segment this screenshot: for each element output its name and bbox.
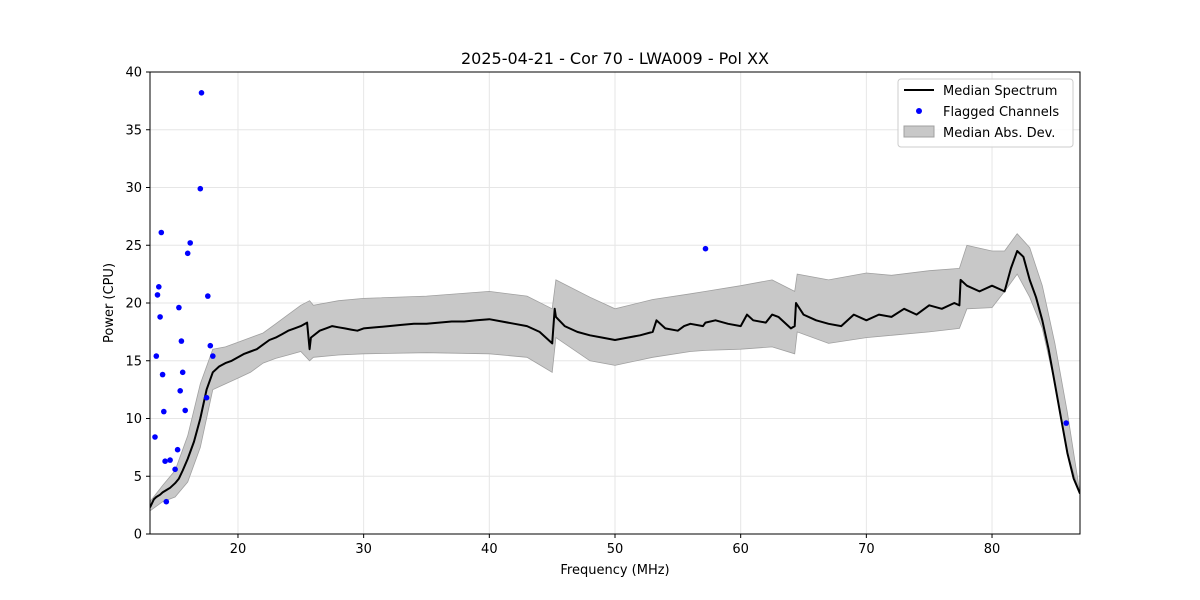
flagged-channel-point	[1063, 420, 1069, 426]
flagged-channel-point	[182, 407, 188, 414]
x-tick-label: 30	[355, 542, 372, 557]
flagged-channel-point	[197, 185, 204, 192]
flagged-channel-point	[179, 369, 186, 376]
chart-title: 2025-04-21 - Cor 70 - LWA009 - Pol XX	[461, 49, 769, 68]
flagged-channel-point	[159, 371, 166, 378]
y-axis: 0 5 10 15 20 25 30 35 40	[125, 66, 150, 543]
flagged-channel-point	[161, 408, 167, 415]
y-tick-label: 15	[125, 354, 142, 369]
y-axis-title: Power (CPU)	[102, 263, 117, 343]
flagged-channel-point	[207, 342, 214, 349]
y-tick-label: 25	[125, 239, 142, 254]
flagged-channel-point	[178, 338, 185, 344]
flagged-channel-point	[176, 304, 182, 311]
y-tick-label: 35	[125, 123, 142, 138]
flagged-channel-point	[198, 90, 205, 96]
flagged-channel-point	[184, 250, 191, 257]
y-tick-label: 0	[134, 528, 142, 543]
legend-box	[897, 78, 1074, 148]
x-tick-label: 80	[984, 542, 1001, 557]
flagged-channel-point	[158, 229, 165, 236]
x-tick-label: 70	[858, 542, 875, 557]
x-axis: 20 30 40 50 60 70 80	[230, 534, 1001, 557]
flagged-channel-point	[153, 353, 160, 359]
flagged-channel-point	[203, 394, 210, 401]
flagged-channel-point	[156, 284, 162, 290]
y-tick-label: 30	[125, 181, 142, 196]
plot-area	[150, 90, 1080, 512]
flagged-channel-point	[152, 434, 158, 440]
mad-band	[150, 233, 1080, 512]
flagged-channel-point	[163, 498, 170, 505]
flagged-channel-point	[174, 446, 181, 453]
legend: Median Spectrum Flagged Channels Median …	[897, 78, 1074, 148]
flagged-channel-point	[177, 388, 183, 394]
y-tick-label: 10	[125, 412, 142, 427]
flagged-channel-point	[167, 457, 173, 463]
flagged-channel-point	[154, 292, 161, 298]
median-spectrum-line	[150, 250, 1080, 508]
x-axis-title: Frequency (MHz)	[560, 563, 669, 578]
legend-label-median-abs-dev: Median Abs. Dev.	[943, 126, 1055, 141]
x-tick-label: 20	[230, 542, 247, 557]
legend-label-flagged-channels: Flagged Channels	[943, 105, 1059, 120]
flagged-channel-point	[157, 314, 163, 320]
x-tick-label: 50	[607, 542, 624, 557]
flagged-channel-point	[187, 240, 193, 246]
flagged-channel-point	[162, 458, 168, 465]
legend-point-swatch	[916, 108, 922, 114]
y-tick-label: 20	[125, 297, 142, 312]
y-tick-label: 5	[134, 470, 142, 485]
flagged-channel-point	[210, 353, 216, 359]
flagged-channel-point	[205, 293, 211, 299]
x-tick-label: 40	[481, 542, 498, 557]
y-tick-label: 40	[125, 66, 142, 81]
flagged-channel-point	[172, 466, 178, 473]
x-tick-label: 60	[732, 542, 749, 557]
flagged-channel-point	[702, 245, 709, 252]
legend-band-swatch	[903, 125, 935, 138]
legend-label-median-spectrum: Median Spectrum	[943, 84, 1057, 99]
